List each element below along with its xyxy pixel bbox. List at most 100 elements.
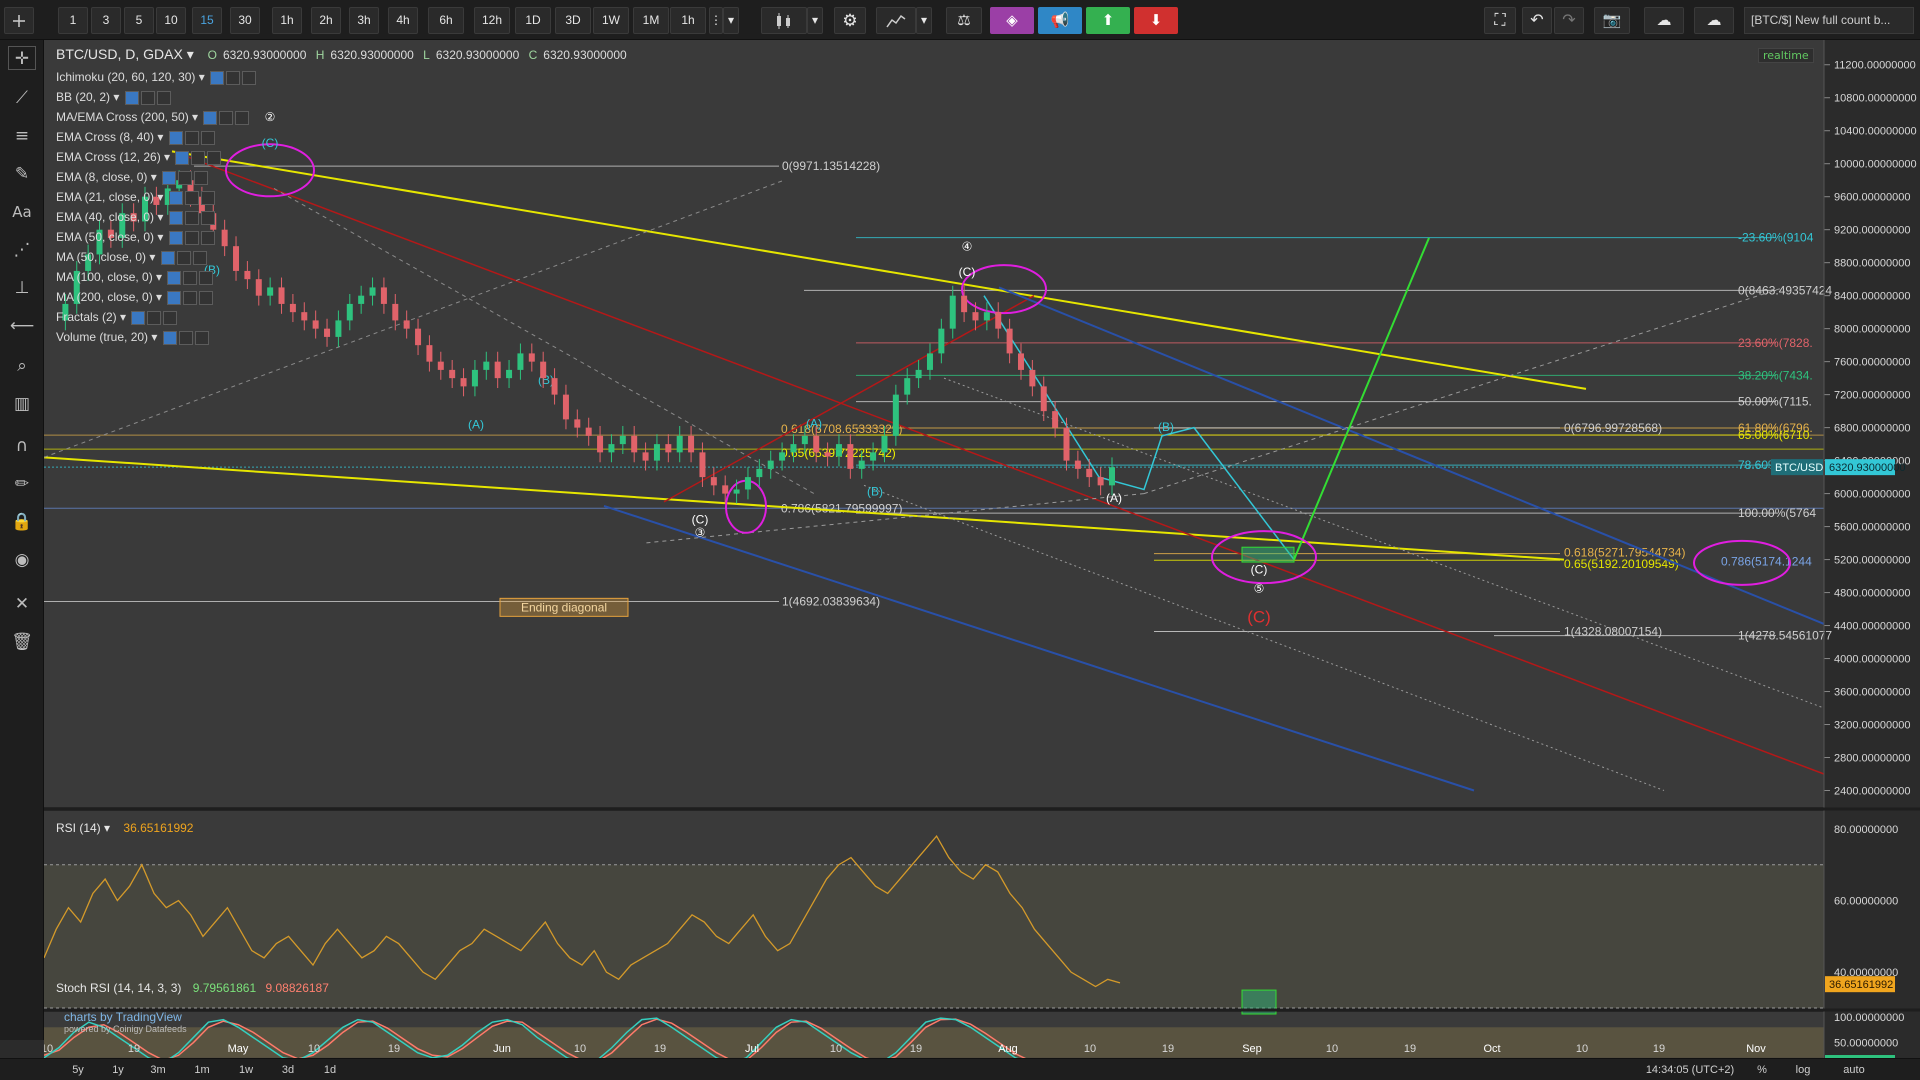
indicator-eye-icon[interactable] <box>168 130 183 145</box>
indicator-eye-icon[interactable] <box>168 230 183 245</box>
range-1d-button[interactable]: 1d <box>323 1064 337 1076</box>
upper-trendline[interactable] <box>171 150 1587 390</box>
fullscreen-icon[interactable]: ⛶ <box>1484 7 1516 34</box>
chart-canvas[interactable]: 0(9971.13514228) 0.618(6708.65333329) 0.65… <box>44 40 1920 1058</box>
symbol-title[interactable]: BTC/USD, D, GDAX <box>56 46 183 62</box>
indicator-settings-icon[interactable] <box>140 90 155 105</box>
eye-icon[interactable]: ◉ <box>14 550 30 570</box>
indicator-row[interactable]: EMA Cross (12, 26) ▾ <box>56 150 222 168</box>
indicator-row[interactable]: Ichimoku (20, 60, 120, 30) ▾ <box>56 70 257 88</box>
indicator-row[interactable]: MA (50, close, 0) ▾ <box>56 250 207 268</box>
interval-1-button[interactable]: 1 <box>58 7 88 34</box>
indicator-settings-icon[interactable] <box>178 330 193 345</box>
indicator-name[interactable]: MA/EMA Cross (200, 50) <box>56 110 189 124</box>
dotted-channel-1[interactable] <box>943 377 1825 709</box>
brush-icon[interactable]: ✎ <box>14 164 30 184</box>
indicator-settings-icon[interactable] <box>184 210 199 225</box>
indicator-row[interactable]: EMA Cross (8, 40) ▾ <box>56 130 215 148</box>
indicator-eye-icon[interactable] <box>168 190 183 205</box>
indicator-close-icon[interactable] <box>200 190 215 205</box>
interval-12h-button[interactable]: 12h <box>474 7 510 34</box>
annotation-box[interactable] <box>499 597 629 617</box>
indicator-row[interactable]: EMA (21, close, 0) ▾ <box>56 190 215 208</box>
dashed-guide-3[interactable] <box>1143 286 1785 495</box>
indicator-row[interactable]: MA/EMA Cross (200, 50) ▾ <box>56 110 250 128</box>
indicator-close-icon[interactable] <box>242 70 257 85</box>
indicator-chevron-icon[interactable]: ▾ <box>160 150 174 164</box>
rsi-target-box[interactable] <box>1241 989 1277 1015</box>
indicator-row[interactable]: Volume (true, 20) ▾ <box>56 330 209 348</box>
interval-15-button[interactable]: 15 <box>192 7 222 34</box>
indicator-name[interactable]: EMA (50, close, 0) <box>56 230 155 244</box>
layout-title[interactable]: [BTC/$] New full count b... <box>1744 7 1914 34</box>
highlight-ellipse[interactable] <box>961 264 1047 315</box>
indicator-chevron-icon[interactable]: ▾ <box>154 130 167 144</box>
blue-channel-upper[interactable] <box>998 286 1825 625</box>
stoch-d-line[interactable] <box>44 1018 1120 1058</box>
arrow-back-icon[interactable]: ⟵ <box>9 316 35 336</box>
dashed-guide-1[interactable] <box>44 179 785 458</box>
indicator-eye-icon[interactable] <box>124 90 139 105</box>
range-1w-button[interactable]: 1w <box>238 1064 254 1076</box>
indicator-eye-icon[interactable] <box>168 210 183 225</box>
indicator-row[interactable]: Fractals (2) ▾ <box>56 310 178 328</box>
horizontal-lines-icon[interactable]: ≡ <box>14 126 30 146</box>
interval-30-button[interactable]: 30 <box>230 7 260 34</box>
indicator-settings-icon[interactable] <box>184 130 199 145</box>
crosshair-icon[interactable]: ✛ <box>8 46 36 70</box>
indicator-chevron-icon[interactable]: ▾ <box>110 90 123 104</box>
magnet-icon[interactable]: ∩ <box>15 436 29 456</box>
indicator-chevron-icon[interactable]: ▾ <box>195 70 209 84</box>
more-intervals-icon[interactable]: ⋮ <box>709 7 723 34</box>
indicator-row[interactable]: EMA (8, close, 0) ▾ <box>56 170 209 188</box>
indicator-close-icon[interactable] <box>156 90 171 105</box>
clock-time[interactable]: 14:34:05 (UTC+2) <box>1645 1064 1735 1076</box>
ruler-icon[interactable]: ▥ <box>13 394 31 414</box>
indicator-name[interactable]: Volume (true, 20) <box>56 330 149 344</box>
chart-style-candles-icon[interactable] <box>761 7 807 34</box>
interval-1h-button[interactable]: 1h <box>272 7 302 34</box>
indicator-chevron-icon[interactable]: ▾ <box>116 310 130 324</box>
cloud-upload-icon[interactable]: ☁ <box>1694 7 1734 34</box>
lower-trendline[interactable] <box>44 456 1565 561</box>
interval-2h-button[interactable]: 2h <box>311 7 341 34</box>
interval-3d-button[interactable]: 3D <box>555 7 591 34</box>
interval-menu-chevron-icon[interactable]: ▾ <box>723 7 739 34</box>
compare-scales-icon[interactable]: ⚖ <box>946 7 982 34</box>
indicator-row[interactable]: EMA (50, close, 0) ▾ <box>56 230 215 248</box>
indicator-close-icon[interactable] <box>199 290 214 305</box>
indicator-chevron-icon[interactable]: ▾ <box>154 210 167 224</box>
auto-toggle[interactable]: auto <box>1843 1064 1865 1076</box>
indicator-close-icon[interactable] <box>199 270 214 285</box>
indicator-name[interactable]: EMA (21, close, 0) <box>56 190 155 204</box>
log-toggle[interactable]: log <box>1795 1064 1811 1076</box>
pencil-icon[interactable]: ✏ <box>14 474 30 494</box>
indicator-name[interactable]: EMA Cross (8, 40) <box>56 130 155 144</box>
indicator-close-icon[interactable] <box>207 150 222 165</box>
indicator-close-icon[interactable] <box>194 330 209 345</box>
fib-icon[interactable]: ⊥ <box>14 278 30 298</box>
indicator-chevron-icon[interactable]: ▾ <box>188 110 202 124</box>
interval-3h-button[interactable]: 3h <box>349 7 379 34</box>
settings-gear-icon[interactable]: ⚙ <box>834 7 866 34</box>
target-zone-box[interactable] <box>1241 546 1295 563</box>
indicator-row[interactable]: EMA (40, close, 0) ▾ <box>56 210 215 228</box>
arrow-down-circle-icon[interactable]: ⬇ <box>1134 7 1178 34</box>
cloud-download-icon[interactable]: ☁ <box>1644 7 1684 34</box>
indicator-close-icon[interactable] <box>194 170 209 185</box>
text-icon[interactable]: Aa <box>12 203 32 221</box>
interval-4h-button[interactable]: 4h <box>388 7 418 34</box>
indicator-name[interactable]: EMA (8, close, 0) <box>56 170 148 184</box>
percent-toggle[interactable]: % <box>1757 1064 1767 1076</box>
indicator-close-icon[interactable] <box>200 210 215 225</box>
indicator-settings-icon[interactable] <box>176 250 191 265</box>
indicator-chevron-icon[interactable]: ▾ <box>146 250 159 264</box>
indicator-row[interactable]: BB (20, 2) ▾ <box>56 90 171 108</box>
indicator-eye-icon[interactable] <box>131 310 146 325</box>
line-icon[interactable]: ⟋ <box>16 88 28 108</box>
indicator-chevron-icon[interactable]: ▾ <box>147 170 161 184</box>
red-impulse-line[interactable] <box>663 295 1035 503</box>
indicator-settings-icon[interactable] <box>219 110 234 125</box>
indicator-name[interactable]: Ichimoku (20, 60, 120, 30) <box>56 70 196 84</box>
indicator-chevron-icon[interactable]: ▾ <box>154 230 167 244</box>
